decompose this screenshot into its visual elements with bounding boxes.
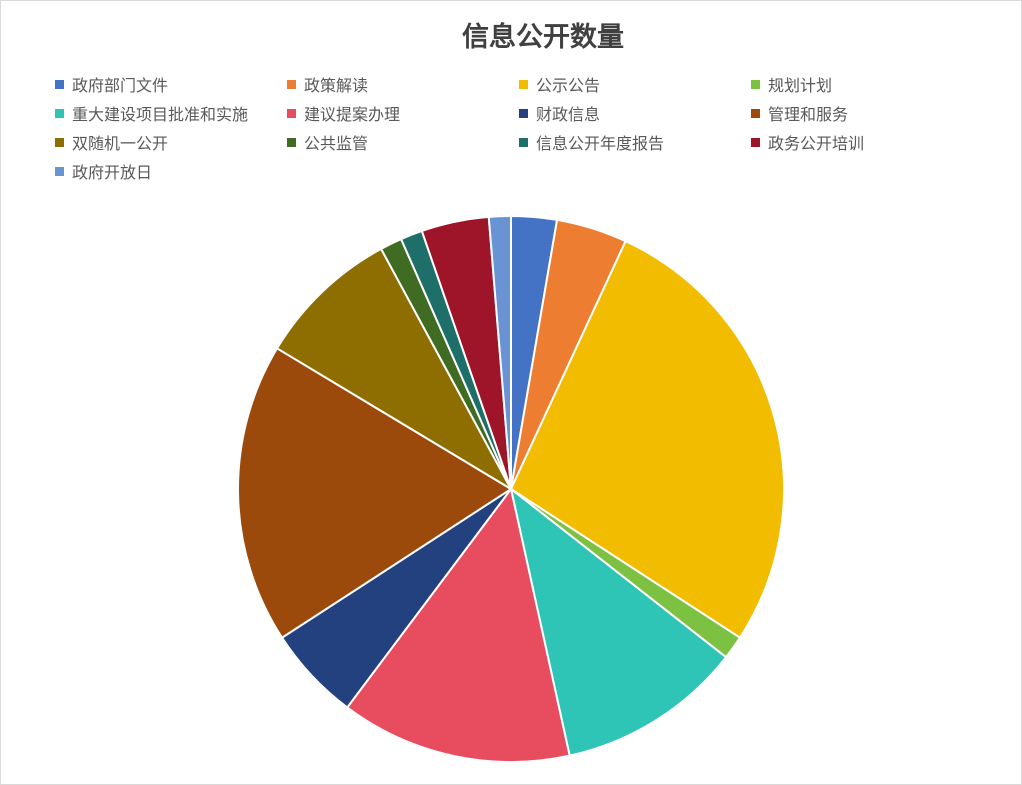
legend-label: 信息公开年度报告 [536, 134, 665, 153]
legend-item: 管理和服务 [751, 102, 983, 124]
legend-label: 财政信息 [536, 105, 601, 124]
legend-label: 政务公开培训 [768, 134, 865, 153]
pie-slice-4 [509, 486, 728, 757]
legend-item: 信息公开年度报告 [519, 131, 751, 153]
legend-label: 公示公告 [536, 76, 601, 95]
legend-item: 建议提案办理 [287, 102, 519, 124]
legend-swatch [751, 108, 760, 118]
legend-item: 财政信息 [519, 102, 751, 124]
legend-swatch [287, 79, 296, 89]
legend-label: 管理和服务 [768, 105, 849, 124]
legend-swatch [55, 79, 64, 89]
legend-label: 重大建设项目批准和实施 [72, 105, 249, 124]
legend-item: 政策解读 [287, 73, 519, 95]
legend-swatch [55, 166, 64, 176]
legend-swatch [751, 79, 760, 89]
legend-item: 重大建设项目批准和实施 [55, 102, 287, 124]
pie-slice-8 [275, 247, 514, 492]
legend-swatch [55, 137, 64, 147]
pie-slice-7 [237, 346, 513, 640]
legend-item: 双随机一公开 [55, 131, 287, 153]
legend-label: 政府开放日 [72, 163, 153, 182]
legend-swatch [55, 108, 64, 118]
legend-swatch [751, 137, 760, 147]
legend-item: 规划计划 [751, 73, 983, 95]
legend-swatch [287, 108, 296, 118]
legend-swatch [519, 137, 528, 147]
legend-label: 公共监管 [304, 134, 369, 153]
legend-swatch [519, 79, 528, 89]
legend-item: 政务公开培训 [751, 131, 983, 153]
legend-label: 政府部门文件 [72, 76, 169, 95]
legend-label: 双随机一公开 [72, 134, 169, 153]
chart-title: 信息公开数量 [462, 22, 624, 53]
pie-slice-5 [345, 486, 571, 763]
legend-swatch [519, 108, 528, 118]
legend-label: 规划计划 [768, 76, 833, 95]
pie-slice-2 [509, 239, 785, 640]
legend-item: 政府部门文件 [55, 73, 287, 95]
legend-swatch [287, 137, 296, 147]
pie-slice-12 [487, 214, 512, 490]
legend-item: 政府开放日 [55, 160, 287, 182]
legend: 政府部门文件 政策解读 公示公告 规划计划重大建设项目批准和实施 建议提案办理 财政信息 管… [55, 73, 995, 182]
legend-item: 公共监管 [287, 131, 519, 153]
legend-label: 建议提案办理 [304, 105, 401, 124]
legend-item: 公示公告 [519, 73, 751, 95]
legend-label: 政策解读 [304, 76, 369, 95]
